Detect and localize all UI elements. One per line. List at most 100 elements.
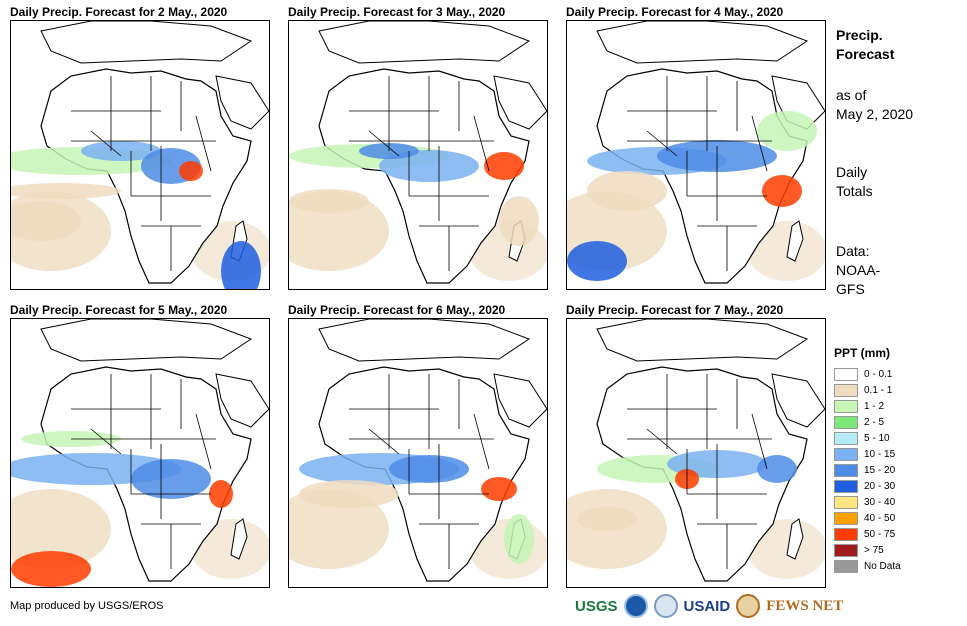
legend-label: 50 - 75 <box>864 528 896 540</box>
legend-swatch <box>834 511 858 525</box>
legend-swatch <box>834 559 858 573</box>
usaid-logo: USAID <box>683 597 731 615</box>
country-border <box>195 413 212 470</box>
legend-label: 40 - 50 <box>864 512 896 524</box>
madagascar-land <box>786 220 804 262</box>
europe-land <box>40 319 253 362</box>
map-canvas <box>567 21 825 284</box>
europe-land <box>596 319 809 362</box>
arabia-land <box>215 75 269 130</box>
country-border <box>368 428 400 455</box>
country-border <box>368 130 400 157</box>
dry-area <box>191 519 269 579</box>
precip-area <box>757 455 797 483</box>
dry-area <box>11 489 111 569</box>
legend-swatch <box>834 431 858 445</box>
legend-label: 30 - 40 <box>864 496 896 508</box>
precip-area <box>299 480 399 508</box>
arabia-land <box>215 373 269 428</box>
legend-swatch <box>834 415 858 429</box>
map-canvas <box>11 319 269 587</box>
map-panel-5: Daily Precip. Forecast for 6 May., 2020 <box>288 302 550 588</box>
precip-area <box>481 477 517 501</box>
precip-area <box>389 455 469 483</box>
legend-swatch <box>834 527 858 541</box>
precip-area <box>587 171 667 211</box>
map-panel-1: Daily Precip. Forecast for 2 May., 2020 <box>10 4 272 290</box>
africa-map <box>288 20 548 290</box>
map-panel-6: Daily Precip. Forecast for 7 May., 2020 <box>566 302 828 588</box>
panel-title: Daily Precip. Forecast for 7 May., 2020 <box>566 303 784 317</box>
legend-item: No Data <box>834 558 901 574</box>
country-border <box>751 413 768 470</box>
legend-item: 40 - 50 <box>834 510 901 526</box>
panel-title: Daily Precip. Forecast for 5 May., 2020 <box>10 303 228 317</box>
legend-label: 1 - 2 <box>864 400 885 412</box>
madagascar-land <box>230 518 248 560</box>
country-border <box>195 115 212 172</box>
legend: PPT (mm) 0 - 0.1 0.1 - 1 1 - 2 2 - 5 5 - 10 1… <box>834 346 901 574</box>
fewsnet-emblem-icon <box>736 594 761 618</box>
africa-map <box>566 318 826 588</box>
legend-title: PPT (mm) <box>834 346 891 360</box>
map-canvas <box>11 21 269 289</box>
precip-area <box>577 507 637 531</box>
map-canvas <box>289 21 547 284</box>
country-border <box>90 130 122 157</box>
europe-land <box>318 319 531 362</box>
precip-area <box>762 175 802 207</box>
precip-area <box>504 514 534 564</box>
country-border <box>751 115 768 172</box>
legend-label: No Data <box>864 560 901 572</box>
legend-label: > 75 <box>864 544 884 556</box>
precip-area <box>757 111 817 151</box>
credit-text: Map produced by USGS/EROS <box>10 600 164 612</box>
arabia-land <box>493 373 547 428</box>
map-panel-4: Daily Precip. Forecast for 5 May., 2020 <box>10 302 272 588</box>
europe-land <box>318 21 531 64</box>
legend-swatch <box>834 479 858 493</box>
data-source: Data: NOAA- GFS <box>836 243 881 297</box>
precip-area <box>11 183 121 199</box>
legend-label: 0 - 0.1 <box>864 368 893 380</box>
side-title: Precip. Forecast <box>836 27 895 62</box>
fewsnet-logo: FEWS NET <box>766 597 844 614</box>
africa-map <box>10 20 270 290</box>
legend-swatch <box>834 463 858 477</box>
legend-swatch <box>834 367 858 381</box>
precip-area <box>567 241 627 281</box>
legend-item: > 75 <box>834 542 901 558</box>
panel-title: Daily Precip. Forecast for 2 May., 2020 <box>10 5 228 19</box>
panel-title: Daily Precip. Forecast for 3 May., 2020 <box>288 5 506 19</box>
precip-area <box>179 161 203 181</box>
legend-item: 10 - 15 <box>834 446 901 462</box>
country-border <box>473 413 490 470</box>
precip-area <box>131 459 211 499</box>
europe-land <box>40 21 253 64</box>
dry-area <box>747 519 825 579</box>
legend-label: 5 - 10 <box>864 432 890 444</box>
legend-item: 20 - 30 <box>834 478 901 494</box>
panel-title: Daily Precip. Forecast for 6 May., 2020 <box>288 303 506 317</box>
europe-land <box>596 21 809 64</box>
legend-item: 0 - 0.1 <box>834 366 901 382</box>
panel-title: Daily Precip. Forecast for 4 May., 2020 <box>566 5 784 19</box>
legend-label: 20 - 30 <box>864 480 896 492</box>
legend-item: 0.1 - 1 <box>834 382 901 398</box>
legend-item: 5 - 10 <box>834 430 901 446</box>
map-canvas <box>289 319 547 582</box>
noaa-logo-icon <box>623 594 648 618</box>
dry-area <box>289 489 389 569</box>
africa-map <box>10 318 270 588</box>
precip-area <box>499 196 539 246</box>
legend-item: 15 - 20 <box>834 462 901 478</box>
precip-area <box>209 480 233 508</box>
precip-area <box>289 189 369 213</box>
legend-item: 2 - 5 <box>834 414 901 430</box>
country-border <box>90 428 122 455</box>
legend-label: 2 - 5 <box>864 416 885 428</box>
madagascar-land <box>786 518 804 560</box>
totals-label: Daily Totals <box>836 164 873 199</box>
country-border <box>646 428 678 455</box>
legend-swatch <box>834 447 858 461</box>
